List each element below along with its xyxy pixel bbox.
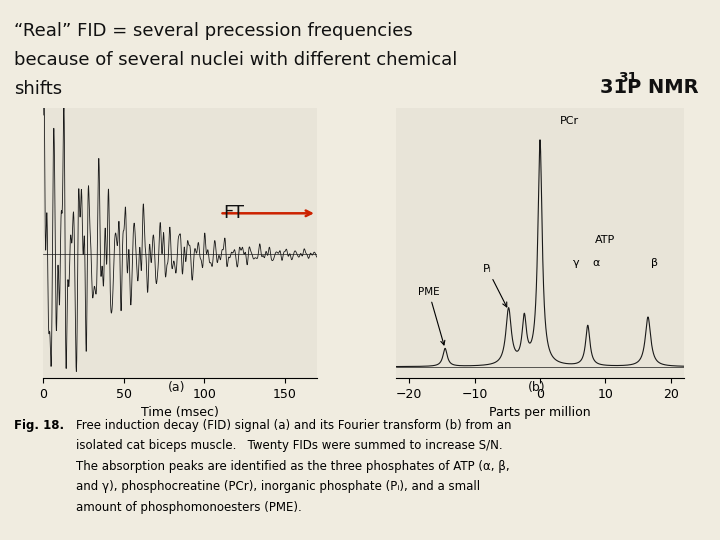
Text: “Real” FID = several precession frequencies: “Real” FID = several precession frequenc… — [14, 22, 413, 39]
X-axis label: Time (msec): Time (msec) — [141, 406, 219, 419]
Text: γ: γ — [572, 258, 580, 267]
Text: Fig. 18.: Fig. 18. — [14, 418, 65, 431]
Text: and γ), phosphocreatine (PCr), inorganic phosphate (Pᵢ), and a small: and γ), phosphocreatine (PCr), inorganic… — [76, 480, 480, 493]
Text: Pᵢ: Pᵢ — [483, 264, 507, 307]
Text: isolated cat biceps muscle.   Twenty FIDs were summed to increase S/N.: isolated cat biceps muscle. Twenty FIDs … — [76, 439, 503, 452]
Text: The absorption peaks are identified as the three phosphates of ATP (α, β,: The absorption peaks are identified as t… — [76, 460, 509, 472]
Text: α: α — [592, 258, 599, 267]
Text: FT: FT — [223, 204, 245, 222]
Text: because of several nuclei with different chemical: because of several nuclei with different… — [14, 51, 458, 69]
Text: 31P NMR: 31P NMR — [600, 78, 698, 97]
Text: β: β — [651, 258, 658, 267]
Text: shifts: shifts — [14, 80, 63, 98]
Text: PME: PME — [418, 287, 445, 345]
Text: Free induction decay (FID) signal (a) and its Fourier transform (b) from an: Free induction decay (FID) signal (a) an… — [76, 418, 511, 431]
X-axis label: Parts per million: Parts per million — [489, 406, 591, 419]
Text: 31: 31 — [618, 71, 637, 85]
Text: amount of phosphomonoesters (PME).: amount of phosphomonoesters (PME). — [76, 501, 302, 514]
Text: PCr: PCr — [559, 116, 579, 126]
Text: (a): (a) — [168, 381, 185, 395]
Text: ATP: ATP — [595, 235, 616, 245]
Text: (b): (b) — [528, 381, 545, 395]
